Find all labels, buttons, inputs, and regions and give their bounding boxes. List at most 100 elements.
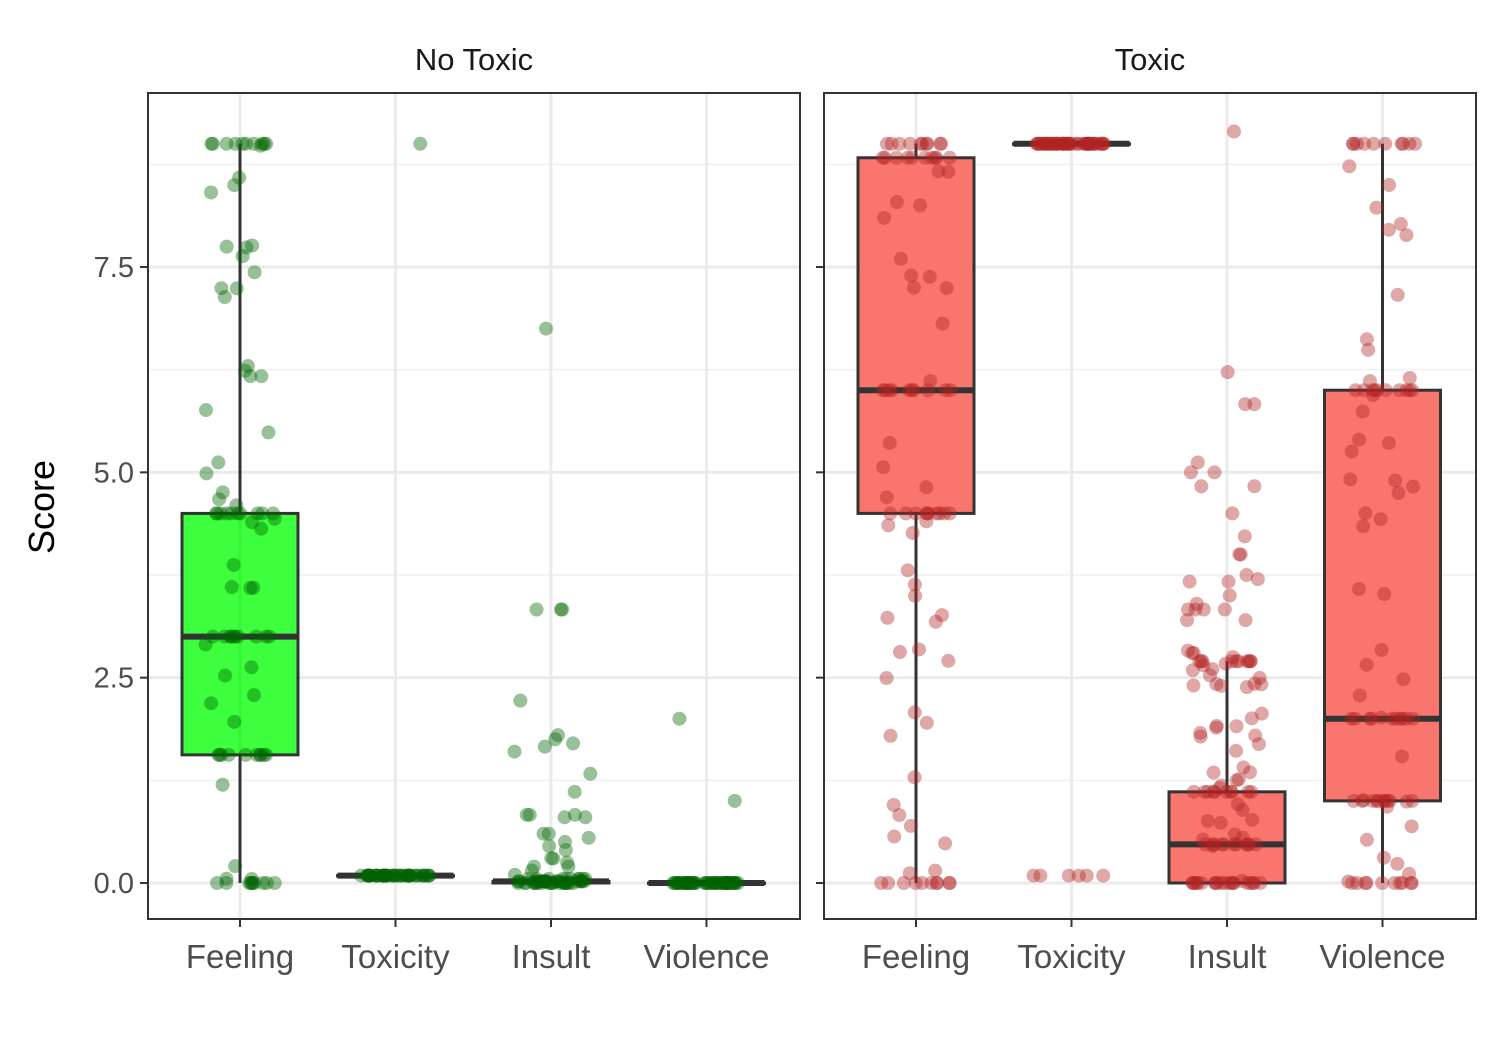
data-point	[918, 150, 933, 165]
data-point	[879, 671, 894, 686]
data-point	[1235, 803, 1250, 818]
data-point	[1233, 547, 1248, 562]
data-point	[1392, 876, 1407, 890]
data-point	[1205, 662, 1220, 677]
data-point	[720, 876, 735, 890]
data-point	[379, 868, 394, 883]
data-point	[1214, 678, 1229, 693]
data-point	[1196, 832, 1211, 847]
x-tick-label: Insult	[512, 938, 591, 975]
data-point	[672, 876, 687, 890]
data-point	[703, 876, 718, 890]
data-point	[1226, 876, 1241, 890]
data-point	[1247, 479, 1262, 494]
data-point	[716, 876, 731, 890]
data-point	[708, 876, 723, 890]
data-point	[198, 637, 213, 652]
data-point	[421, 868, 436, 883]
data-point	[409, 868, 424, 883]
data-point	[1239, 680, 1254, 695]
x-tick-label: Violence	[644, 938, 770, 975]
data-point	[362, 868, 377, 883]
data-point	[905, 383, 920, 398]
data-point	[246, 580, 261, 595]
data-point	[1370, 793, 1385, 808]
data-point	[254, 369, 269, 384]
data-point	[1364, 711, 1379, 726]
data-point	[1254, 677, 1269, 692]
data-point	[881, 518, 896, 533]
data-point	[361, 868, 376, 883]
data-point	[362, 868, 377, 883]
data-point	[245, 876, 260, 890]
data-point	[709, 876, 724, 890]
data-point	[211, 455, 226, 470]
data-point	[1348, 711, 1363, 726]
data-point	[1402, 136, 1417, 151]
data-point	[518, 876, 533, 890]
data-point	[1359, 332, 1374, 347]
data-point	[680, 876, 695, 890]
data-point	[521, 871, 536, 886]
data-point	[552, 876, 567, 890]
data-point	[1227, 837, 1242, 852]
box-toxicity	[336, 872, 455, 879]
data-point	[1200, 784, 1215, 799]
data-point	[213, 506, 228, 521]
data-point	[1196, 658, 1211, 673]
data-point	[718, 876, 733, 890]
data-point	[204, 696, 219, 711]
data-point	[1209, 677, 1224, 692]
data-point	[370, 868, 385, 883]
data-point	[923, 373, 938, 388]
data-point	[536, 874, 551, 889]
data-point	[942, 876, 957, 890]
data-point	[683, 876, 698, 890]
data-point	[699, 876, 714, 890]
data-point	[555, 602, 570, 617]
data-point	[421, 868, 436, 883]
data-point	[915, 876, 930, 890]
data-point	[1382, 793, 1397, 808]
facet-panel-1: Toxic Feeling Toxicity Insult Violence	[816, 42, 1477, 975]
data-point	[228, 629, 243, 644]
data-point	[1040, 136, 1055, 151]
data-point	[529, 602, 544, 617]
data-point	[1186, 876, 1201, 890]
data-point	[1350, 876, 1365, 890]
data-point	[215, 777, 230, 792]
data-point	[907, 705, 922, 720]
data-point	[556, 876, 571, 890]
data-point	[229, 281, 244, 296]
box-violence	[647, 880, 766, 886]
data-point	[258, 747, 273, 762]
box-toxicity	[1012, 140, 1131, 147]
data-point	[1244, 711, 1259, 726]
data-point	[558, 843, 573, 858]
data-point	[882, 383, 897, 398]
data-point	[1050, 136, 1065, 151]
data-point	[548, 732, 563, 747]
data-point	[541, 826, 556, 841]
data-point	[1222, 588, 1237, 603]
data-point	[878, 150, 893, 165]
data-point	[255, 506, 270, 521]
box-insult	[1167, 661, 1287, 885]
data-point	[1381, 435, 1396, 450]
data-point	[535, 874, 550, 889]
x-tick-label: Toxicity	[341, 938, 450, 975]
data-point	[1224, 654, 1239, 669]
data-point	[879, 136, 894, 151]
data-point	[1405, 793, 1420, 808]
data-point	[1393, 217, 1408, 232]
data-point	[1078, 136, 1093, 151]
data-point	[559, 876, 574, 890]
data-point	[1225, 650, 1240, 665]
data-point	[567, 807, 582, 822]
data-point	[920, 506, 935, 521]
data-point	[1041, 136, 1056, 151]
data-point	[360, 868, 375, 883]
data-point	[1229, 743, 1244, 758]
data-point	[415, 868, 430, 883]
data-point	[1094, 136, 1109, 151]
